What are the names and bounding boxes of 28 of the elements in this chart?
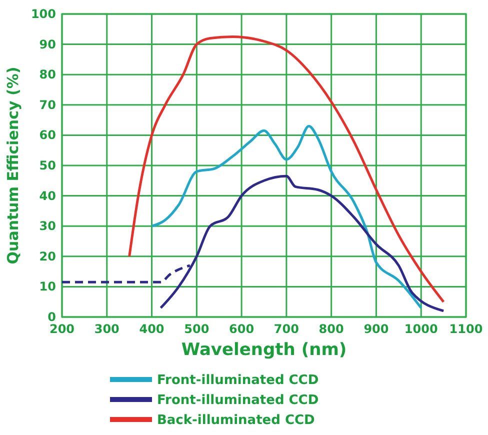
x-tick-label: 800 bbox=[318, 322, 344, 336]
y-tick-label: 100 bbox=[30, 7, 56, 21]
legend-label: Front-illuminated CCD bbox=[157, 373, 319, 388]
y-tick-label: 50 bbox=[39, 158, 56, 172]
y-tick-label: 20 bbox=[39, 249, 56, 264]
x-tick-label: 900 bbox=[364, 322, 389, 336]
x-tick-label: 200 bbox=[49, 322, 75, 336]
x-tick-label: 600 bbox=[229, 322, 254, 336]
x-tick-label: 500 bbox=[184, 322, 210, 336]
y-axis-title: Quantum Efficiency (%) bbox=[4, 66, 22, 264]
y-tick-label: 90 bbox=[39, 37, 56, 52]
x-tick-label: 700 bbox=[274, 322, 299, 336]
x-tick-label: 400 bbox=[139, 322, 164, 336]
x-axis-title: Wavelength (nm) bbox=[181, 340, 347, 360]
y-tick-label: 0 bbox=[48, 310, 56, 324]
legend-label: Back-illuminated CCD bbox=[157, 413, 316, 428]
x-tick-label: 1000 bbox=[404, 322, 438, 336]
legend-label: Front-illuminated CCD bbox=[157, 393, 319, 408]
y-tick-label: 40 bbox=[39, 188, 56, 203]
x-tick-label: 300 bbox=[94, 322, 120, 336]
y-tick-label: 70 bbox=[39, 98, 56, 112]
y-tick-label: 80 bbox=[39, 68, 56, 82]
x-tick-label: 1100 bbox=[449, 322, 483, 336]
y-tick-label: 30 bbox=[39, 219, 56, 234]
line-series bbox=[128, 35, 445, 304]
y-tick-label: 60 bbox=[39, 128, 56, 142]
y-tick-label: 10 bbox=[39, 280, 56, 294]
line-series bbox=[150, 124, 422, 310]
